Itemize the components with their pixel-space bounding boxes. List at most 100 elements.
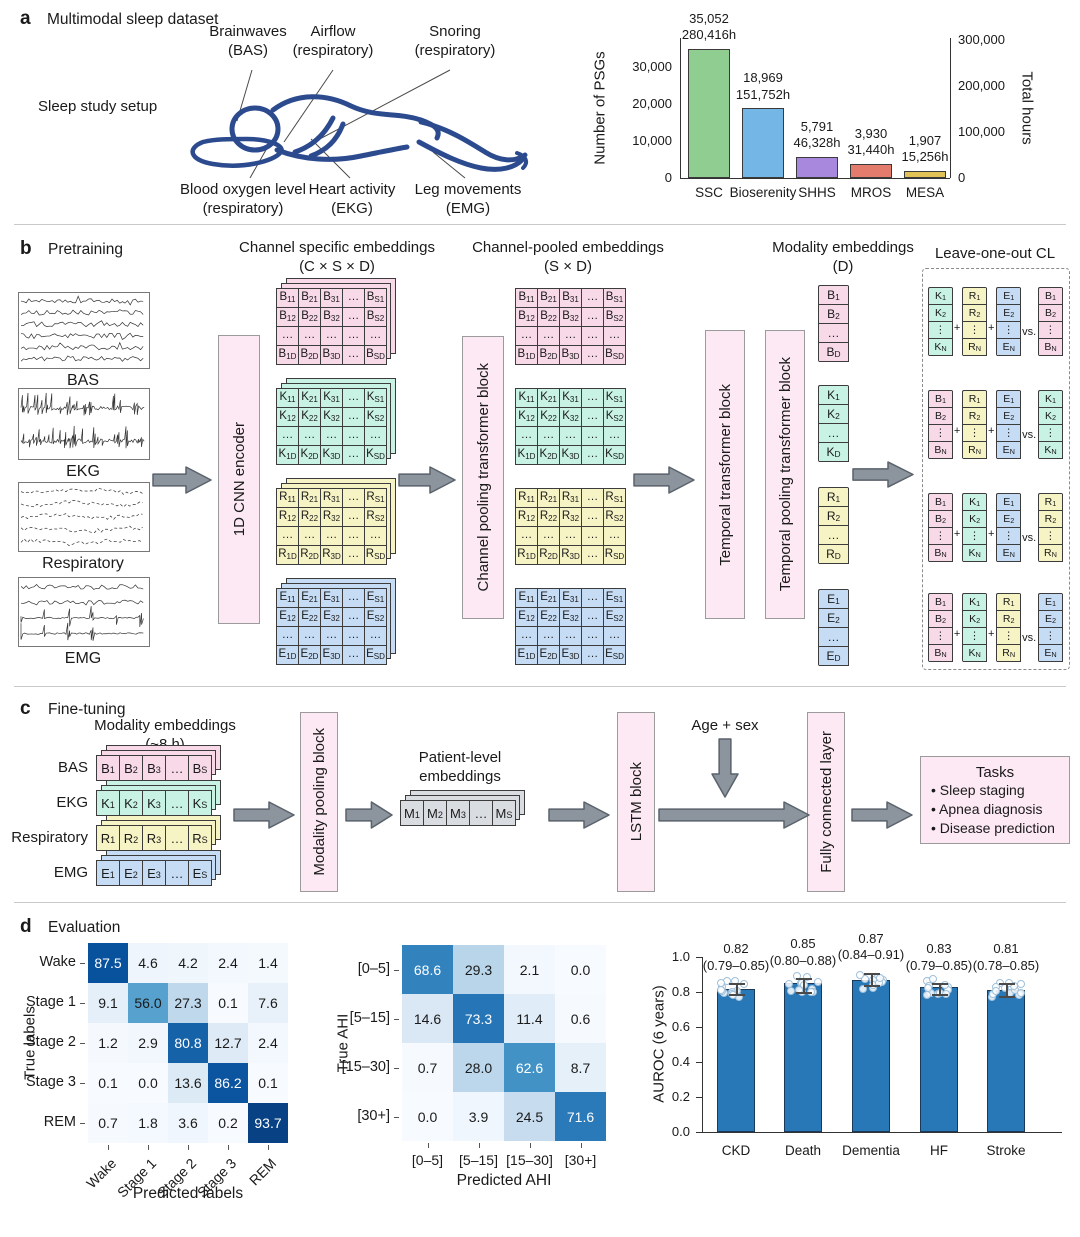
matrix-cell: …: [343, 308, 365, 327]
auroc-ytick-label: 1.0: [671, 949, 690, 964]
signal-label: BAS: [66, 372, 99, 389]
matrix-cell: E 3D: [321, 646, 343, 665]
matrix-cell: …: [582, 427, 604, 446]
channel-pooled-matrix: E 11 E 21 E 31… E S1 E 12 E 22 E 32… E S2…………… E 1D E 2D E 3D…: [515, 588, 626, 665]
matrix-grid: B 11 B 21 B 31… B S1 B 12 B 22 B 32… B S2…………… B 1D B 2D B 3D…: [276, 288, 387, 365]
cl-vector: B 1 B 2 ⋮ B N: [928, 390, 953, 459]
cm-cell: 2.9: [128, 1023, 168, 1063]
task-item: • Apnea diagnosis: [931, 801, 1043, 817]
cm-row-label: Wake: [39, 954, 76, 970]
matrix-cell: B S1: [365, 289, 387, 308]
signal-box-bas: [18, 292, 150, 369]
matrix-cell: …: [343, 589, 365, 608]
auroc-ytick-label: 0.2: [671, 1089, 690, 1104]
matrix-cell: B 21: [299, 289, 321, 308]
auroc-bar: [784, 983, 822, 1132]
matrix-cell: E 1D: [277, 646, 299, 665]
tasks-box: Tasks • Sleep staging • Apnea diagnosis • …: [920, 756, 1070, 844]
channel-specific-matrix: B 11 B 21 B 31… B S1 B 12 B 22 B 32… B S2…………… B 1D B 2D B 3D…: [276, 278, 396, 365]
matrix-cell: K 3D: [321, 446, 343, 465]
matrix-cell: …: [582, 589, 604, 608]
psg-bar: [742, 108, 784, 178]
cl-cell: ⋮: [997, 322, 1022, 339]
matrix-cell: R 1D: [516, 546, 538, 565]
psg-bar-value: 18,969 151,752h: [735, 70, 791, 102]
auroc-scatter-dot: [992, 987, 1001, 996]
auroc-ytick: [696, 992, 702, 994]
age-sex-label: Age + sex: [691, 717, 759, 734]
lstm-block: LSTM block: [617, 712, 655, 892]
cm-col-tick: [580, 1143, 582, 1148]
vector-cell: …: [819, 324, 849, 343]
matrix-cell: B 2D: [538, 346, 560, 365]
cm-cell: 11.4: [504, 994, 555, 1043]
cm-cell: 3.6: [168, 1103, 208, 1143]
matrix-cell: R 1D: [277, 546, 299, 565]
cl-vector-grid: R 1 R 2 ⋮ R N: [962, 287, 988, 356]
signal-trace: [20, 584, 144, 641]
auroc-category-label: Stroke: [986, 1143, 1026, 1158]
matrix-cell: B SD: [604, 346, 626, 365]
cm-row-tick: [394, 1116, 399, 1118]
matrix-cell: …: [582, 408, 604, 427]
panel-b-letter: b: [20, 238, 32, 259]
finetune-row-label: EKG: [56, 794, 88, 811]
matrix-cell: K 2D: [538, 446, 560, 465]
matrix-cell: B 21: [538, 289, 560, 308]
channel-pooled-matrix: R 11 R 21 R 31… R S1 R 12 R 22 R 32… R S2…………… R 1D R 2D R 3D…: [515, 488, 626, 565]
signal-box-respiratory: [18, 482, 150, 552]
auroc-bar: [717, 988, 755, 1132]
psg-ytick-left: 0: [664, 170, 672, 185]
channel-specific-matrix: K 11 K 21 K 31… K S1 K 12 K 22 K 32… K S2…………… K 1D K 2D K 3D…: [276, 378, 396, 465]
matrix-cell: E 3D: [560, 646, 582, 665]
matrix-grid: E 11 E 21 E 31… E S1 E 12 E 22 E 32… E S2…………… E 1D E 2D E 3D…: [515, 588, 626, 665]
auroc-bar: [920, 986, 958, 1132]
matrix-cell: …: [516, 527, 538, 546]
cm-cell: 86.2: [208, 1063, 248, 1103]
arrow-lstm-to-fc: [658, 801, 810, 829]
signal-trace: [20, 295, 144, 362]
matrix-cell: K S1: [365, 389, 387, 408]
signal-label: EKG: [66, 463, 100, 480]
matrix-cell: …: [582, 608, 604, 627]
matrix-cell: …: [604, 427, 626, 446]
auroc-error-cap: [932, 993, 948, 996]
cm-col-tick: [529, 1143, 531, 1148]
matrix-cell: E S2: [604, 608, 626, 627]
matrix-cell: K 31: [560, 389, 582, 408]
cl-cell: ⋮: [929, 628, 953, 645]
modality-vector: E 1 E 2… E D: [818, 589, 849, 666]
matrix-cell: R 32: [560, 508, 582, 527]
modality-vector: R 1 R 2… R D: [818, 487, 849, 564]
auroc-category-label: Death: [784, 1143, 822, 1158]
fully-connected-block: Fully connected layer: [807, 712, 845, 892]
matrix-cell: R S2: [604, 508, 626, 527]
auroc-scatter-dot: [923, 984, 932, 993]
matrix-cell: E 11: [277, 589, 299, 608]
cl-vector-grid: R 1 R 2 ⋮ R N: [962, 390, 988, 459]
matrix-cell: …: [582, 527, 604, 546]
signal-box-ekg: [18, 388, 150, 460]
signal-label: Respiratory: [42, 555, 124, 572]
auroc-scatter-dot: [858, 984, 867, 993]
auroc-error-line: [939, 983, 941, 994]
auroc-ytick: [696, 1097, 702, 1099]
matrix-cell: E 22: [299, 608, 321, 627]
cl-vector: K 1 K 2 ⋮ K N: [928, 287, 953, 356]
panel-a-letter: a: [20, 8, 31, 29]
